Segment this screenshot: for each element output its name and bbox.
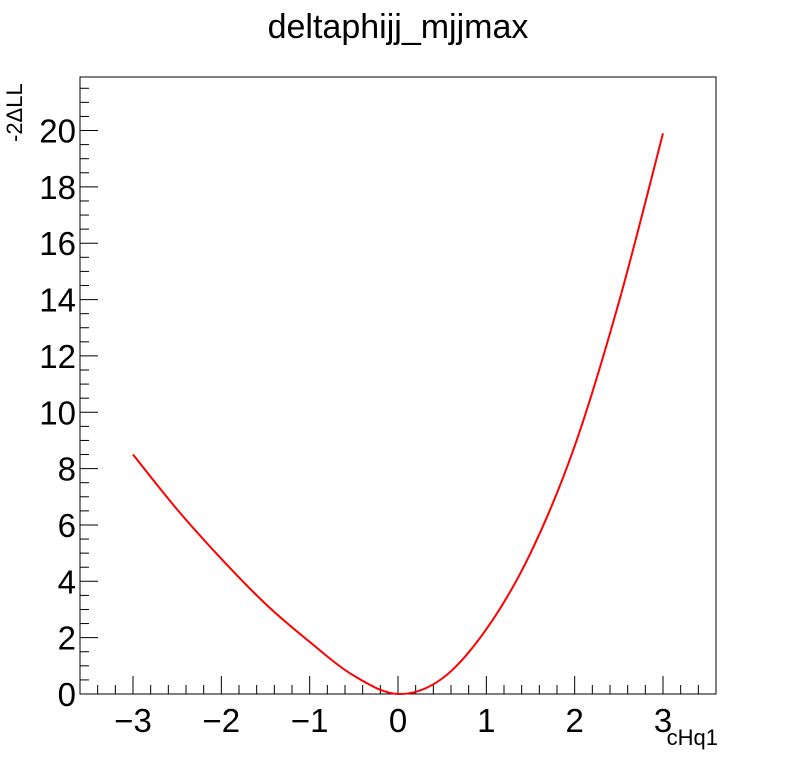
x-tick-label: −1 [291, 702, 329, 739]
y-minor-ticks [80, 87, 89, 681]
y-tick-label: 4 [58, 563, 76, 600]
x-tick-label: −3 [114, 702, 152, 739]
x-tick-label: 3 [654, 702, 672, 739]
chart-title: deltaphijj_mjjmax [268, 8, 529, 46]
y-tick-label: 6 [58, 507, 76, 544]
y-tick-label: 18 [39, 169, 76, 206]
x-minor-ticks [79, 685, 717, 694]
y-tick-label: 14 [39, 282, 76, 319]
y-tick-label: 16 [39, 225, 76, 262]
x-tick-label: −2 [203, 702, 241, 739]
x-axis: −3 −2 −1 0 1 2 3 [114, 676, 672, 739]
series-line [132, 133, 664, 696]
x-axis-label: cHq1 [667, 725, 718, 750]
y-tick-label: 20 [39, 113, 76, 150]
x-tick-label: 2 [565, 702, 583, 739]
series-layer [132, 133, 664, 696]
y-axis-label: -2ΔLL [2, 83, 27, 142]
y-tick-label: 2 [58, 620, 76, 657]
y-tick-label: 0 [58, 676, 76, 713]
y-tick-label: 10 [39, 394, 76, 431]
x-tick-label: 0 [389, 702, 407, 739]
plot-frame [79, 76, 717, 695]
y-tick-label: 12 [39, 338, 76, 375]
y-axis: 0 2 4 6 8 10 12 14 16 18 20 [39, 113, 98, 713]
y-tick-label: 8 [58, 451, 76, 488]
x-tick-label: 1 [477, 702, 495, 739]
